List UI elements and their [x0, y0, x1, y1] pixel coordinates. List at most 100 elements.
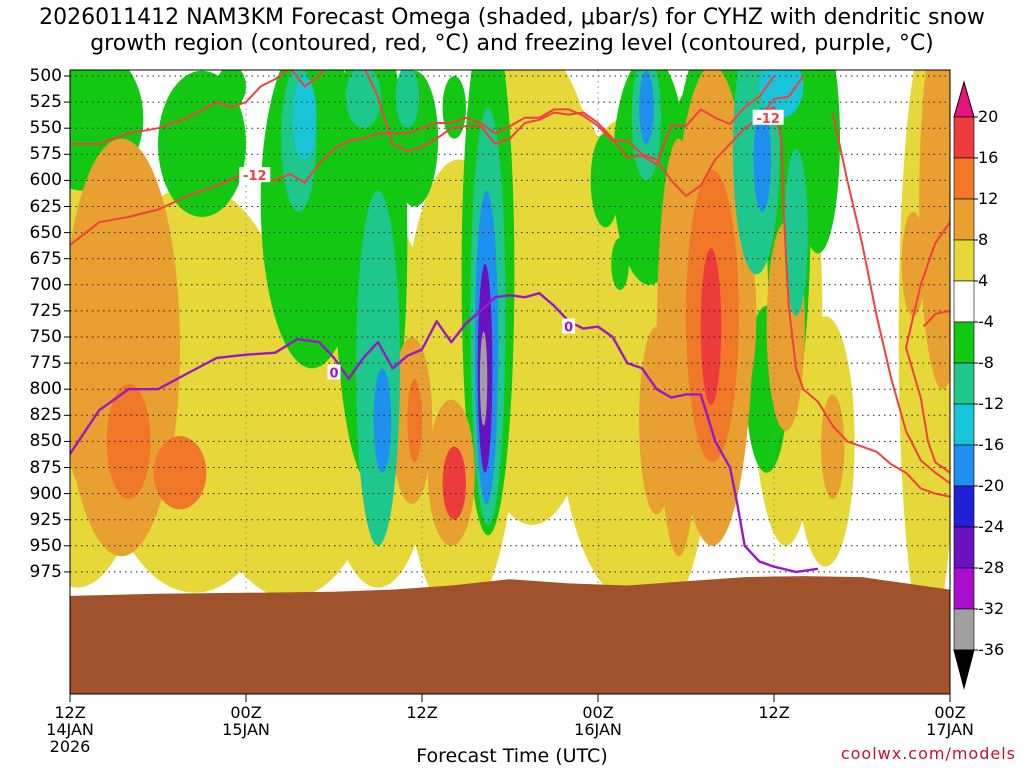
terrain-layer — [70, 576, 950, 694]
omega-region — [106, 383, 151, 499]
omega-region — [356, 190, 400, 546]
dgz-contour-east3 — [905, 221, 950, 474]
colorbar-segment — [953, 239, 975, 282]
omega-region — [345, 70, 381, 129]
x-tick-label: 2026 — [49, 737, 91, 756]
colorbar-segment — [953, 444, 975, 487]
y-tick-label: 650 — [29, 222, 62, 243]
x-tick-label: 00Z — [230, 703, 262, 722]
omega-region — [407, 378, 422, 463]
colorbar-segment — [953, 321, 975, 364]
freezing-level-contour — [70, 292, 819, 574]
colorbar-tick-label: 4 — [978, 271, 989, 290]
y-tick-label: 975 — [29, 561, 62, 582]
x-tick-label: 12Z — [758, 703, 790, 722]
colorbar-segment — [953, 403, 975, 446]
colorbar — [953, 80, 978, 690]
colorbar-segment — [953, 116, 975, 159]
x-tick-label: 00Z — [934, 703, 966, 722]
colorbar-tick-label: 16 — [978, 148, 999, 167]
x-tick-label: 17JAN — [926, 720, 974, 739]
colorbar-tick-label: -4 — [978, 312, 994, 331]
colorbar-segment — [953, 362, 975, 405]
colorbar-tick-label: -16 — [978, 435, 1005, 454]
y-tick-label: 500 — [29, 66, 62, 86]
credit-link[interactable]: coolwx.com/models — [840, 744, 1016, 763]
y-tick-label: 525 — [29, 92, 62, 113]
colorbar-segment — [953, 608, 975, 651]
colorbar-tick-label: -28 — [978, 558, 1005, 577]
y-tick-label: 625 — [29, 196, 62, 217]
y-tick-label: 800 — [29, 379, 62, 400]
fzl-label-east: 0 — [564, 321, 573, 336]
omega-region — [153, 436, 207, 510]
omega-region — [590, 133, 620, 228]
colorbar-top-arrow — [953, 80, 975, 118]
y-tick-label: 825 — [29, 405, 62, 426]
omega-region — [70, 410, 114, 494]
colorbar-tick-label: -32 — [978, 599, 1005, 618]
dgz-contour-upper — [70, 70, 775, 166]
terrain-surface — [70, 576, 950, 694]
omega-region — [919, 70, 950, 390]
colorbar-tick-label: 12 — [978, 189, 999, 208]
colorbar-tick-label: -24 — [978, 517, 1005, 536]
dgz-contour-east2 — [831, 112, 950, 485]
y-tick-label: 675 — [29, 248, 62, 269]
y-tick-label: 550 — [29, 118, 62, 139]
fzl-label-east-bg — [562, 318, 576, 334]
x-tick-label: 14JAN — [46, 720, 94, 739]
omega-region — [700, 248, 722, 405]
dgz-label-east: -12 — [756, 112, 780, 127]
x-tick-label: 15JAN — [222, 720, 270, 739]
colorbar-segment — [953, 567, 975, 610]
y-tick-label: 700 — [29, 274, 62, 295]
y-tick-label: 950 — [29, 535, 62, 556]
omega-region — [292, 76, 317, 160]
omega-shading-layer — [70, 70, 950, 640]
x-tick-label: 12Z — [406, 703, 438, 722]
grid-layer — [70, 70, 950, 694]
x-tick-label: 00Z — [582, 703, 614, 722]
fzl-label-west-bg — [327, 364, 341, 380]
y-tick-label: 725 — [29, 300, 62, 321]
colorbar-tick-label: -20 — [978, 476, 1005, 495]
y-tick-label: 775 — [29, 353, 62, 374]
colorbar-segment — [953, 485, 975, 528]
omega-region — [639, 70, 654, 144]
plot-frame — [69, 69, 951, 695]
colorbar-tick-label: -8 — [978, 353, 994, 372]
y-tick-label: 750 — [29, 327, 62, 347]
x-ticks — [64, 75, 951, 702]
colorbar-segment — [953, 198, 975, 241]
x-tick-label: 12Z — [54, 703, 86, 722]
dgz-label-west-bg — [239, 167, 271, 183]
contour-labels: -12 -12 0 0 — [239, 109, 784, 381]
omega-region — [820, 394, 845, 499]
omega-region — [216, 70, 246, 108]
chart-title-line1: 2026011412 NAM3KM Forecast Omega (shaded… — [39, 5, 985, 30]
y-tick-label: 925 — [29, 509, 62, 530]
dgz-contour-east — [758, 106, 950, 498]
colorbar-segment — [953, 526, 975, 569]
colorbar-tick-label: 8 — [978, 230, 989, 249]
chart-title-line2: growth region (contoured, red, °C) and f… — [90, 31, 934, 56]
colorbar-segment — [953, 157, 975, 200]
x-tick-label: 16JAN — [574, 720, 622, 739]
fzl-label-west: 0 — [329, 366, 338, 381]
omega-region — [373, 368, 392, 473]
x-axis-title: Forecast Time (UTC) — [416, 745, 608, 767]
omega-region — [442, 446, 466, 520]
colorbar-tick-label: 20 — [978, 107, 999, 126]
dgz-contour-east4 — [922, 309, 950, 328]
y-tick-label: 575 — [29, 144, 62, 165]
y-tick-label: 875 — [29, 457, 62, 478]
y-tick-label: 600 — [29, 170, 62, 191]
y-tick-label: 850 — [29, 431, 62, 452]
dgz-label-east-bg — [752, 109, 784, 125]
omega-region — [479, 331, 488, 426]
omega-region — [395, 70, 420, 129]
omega-region — [732, 243, 757, 390]
colorbar-segment — [953, 280, 975, 323]
